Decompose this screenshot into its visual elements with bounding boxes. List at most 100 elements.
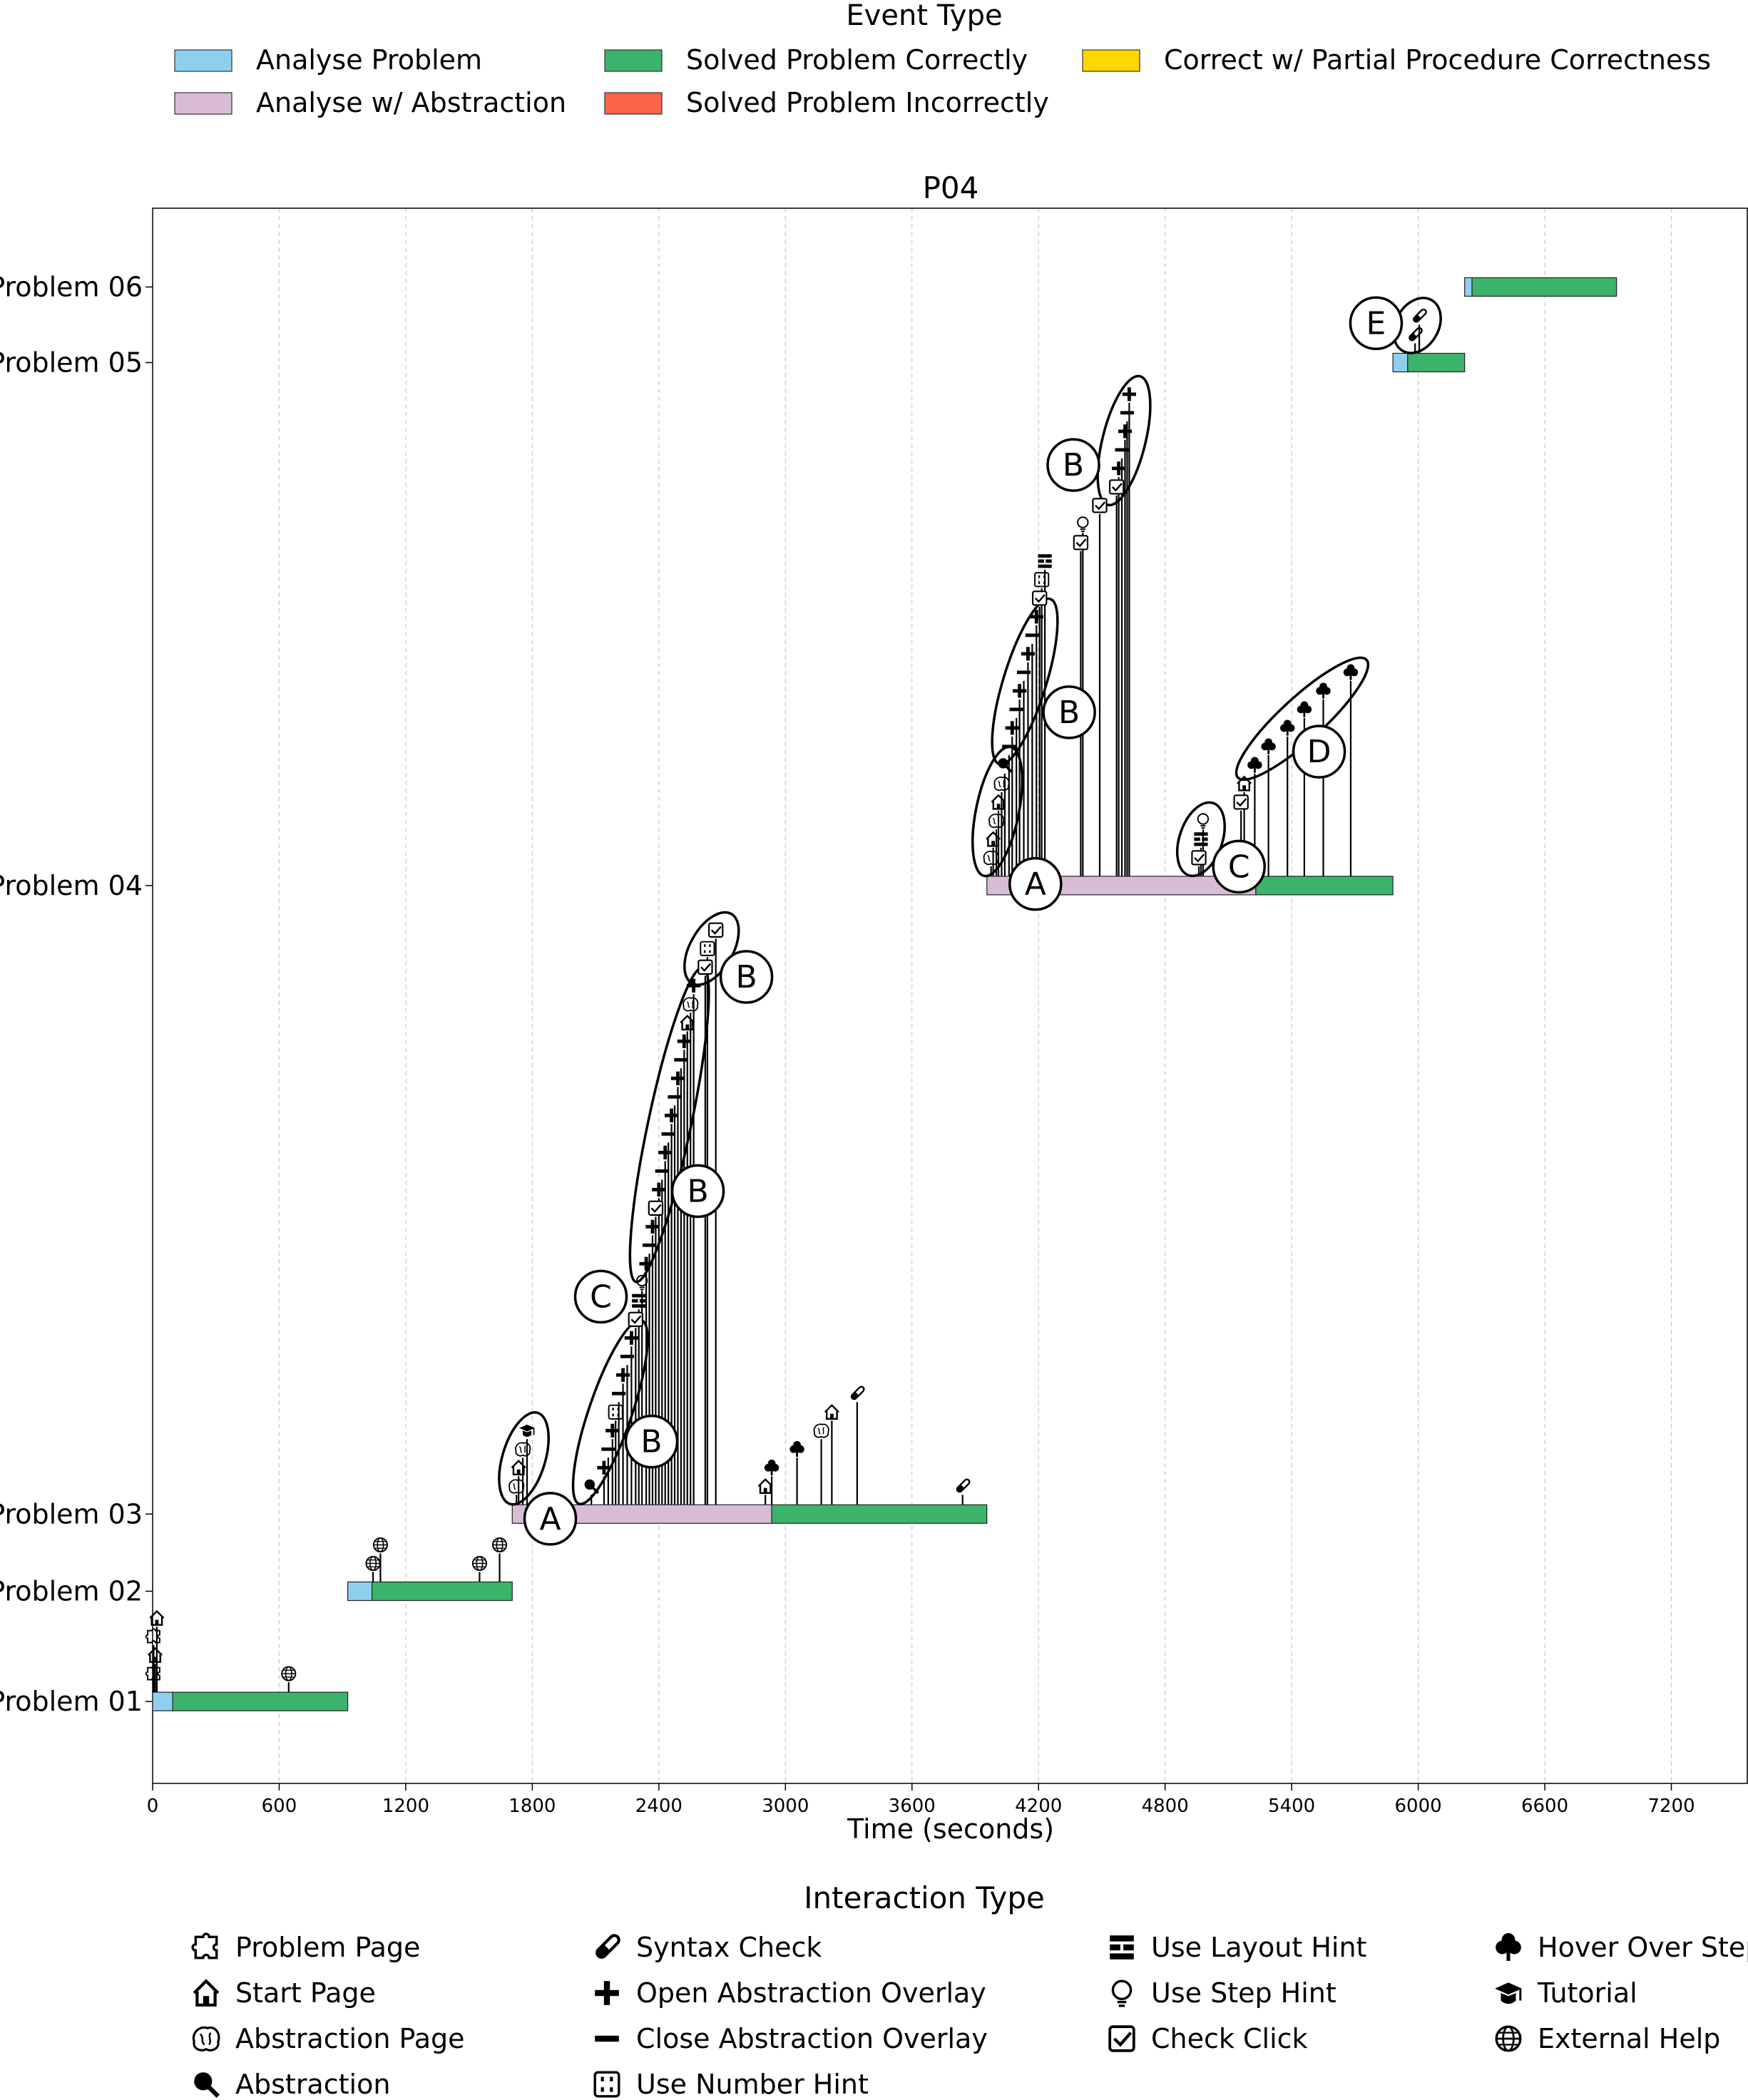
interaction-legend-item-check-click: Check Click (1110, 2023, 1308, 2054)
annotation-label: C (590, 1279, 612, 1315)
event-swatch-analyse_abs (174, 92, 232, 115)
interaction-marker-check-click (697, 959, 713, 975)
interaction-marker-step-hint (1197, 813, 1210, 829)
interaction-marker-syntax-check (1407, 326, 1424, 343)
annotation-b: B (1046, 438, 1100, 492)
bar-problem-06-solved_correct (1471, 277, 1617, 297)
event-swatch-solved_incorrect (604, 92, 663, 115)
chart-title: P04 (923, 170, 979, 205)
annotation-label: B (687, 1173, 708, 1209)
event-legend-item-solved_correct: Solved Problem Correctly (604, 44, 1028, 76)
annotation-circle (719, 950, 774, 1004)
interaction-legend-item-syntax-check: Syntax Check (596, 1932, 822, 1963)
event-legend-item-analyse_abs: Analyse w/ Abstraction (174, 87, 566, 118)
house-icon (194, 1981, 218, 2005)
interaction-marker-abstraction-page (508, 1479, 525, 1494)
interaction-marker-close-overlay (612, 1391, 626, 1395)
x-tick-label: 4200 (1015, 1796, 1062, 1817)
interaction-legend-item-number-hint: Use Number Hint (593, 2069, 869, 2100)
puzzle-icon (191, 1932, 218, 1960)
x-tick-label: 6600 (1521, 1796, 1568, 1817)
interaction-marker-start-page (757, 1478, 774, 1495)
interaction-legend-title: Interaction Type (804, 1880, 1045, 1915)
interaction-marker-open-overlay (1122, 387, 1137, 401)
event-swatch-analyse (174, 49, 232, 72)
interaction-cluster-ellipse (498, 1411, 550, 1506)
annotation-circle (523, 1492, 578, 1546)
test-tube-icon (596, 1934, 621, 1960)
interaction-marker-hover-step (1343, 664, 1359, 680)
interaction-legend-label: Use Number Hint (636, 2069, 869, 2100)
plot-frame (152, 208, 1748, 1784)
interaction-legend-item-hover-step: Hover Over Step (1496, 1932, 1748, 1963)
annotation-label: A (1025, 866, 1046, 903)
annotation-b: B (1042, 685, 1096, 739)
bar-problem-06-analyse (1464, 277, 1473, 297)
minus-icon (595, 2035, 619, 2042)
interaction-legend-item-problem-page: Problem Page (191, 1932, 420, 1963)
interaction-marker-layout-hint (1194, 832, 1208, 846)
interaction-marker-open-overlay (645, 1219, 660, 1234)
interaction-marker-close-overlay (1016, 670, 1031, 675)
interaction-marker-hover-step (1247, 757, 1262, 773)
interaction-marker-hover-step (1316, 682, 1331, 699)
interaction-marker-hover-step (1261, 738, 1276, 754)
interaction-legend-label: Close Abstraction Overlay (636, 2023, 988, 2054)
annotation-circle (624, 1414, 679, 1469)
x-tick-label: 5400 (1268, 1796, 1315, 1817)
interaction-marker-syntax-check (1411, 307, 1428, 324)
annotation-label: B (1063, 447, 1084, 483)
x-axis-label: Time (seconds) (847, 1813, 1054, 1845)
event-legend-label: Correct w/ Partial Procedure Correctness (1164, 44, 1711, 76)
annotation-circle (1008, 856, 1063, 911)
interaction-marker-hover-step (1297, 701, 1312, 717)
interaction-legend-label: Hover Over Step (1538, 1932, 1748, 1963)
interaction-marker-syntax-check (955, 1477, 971, 1494)
interaction-legend-label: Open Abstraction Overlay (636, 1977, 986, 2009)
bar-problem-01-solved_correct (172, 1691, 349, 1711)
interaction-legend-label: Problem Page (235, 1932, 420, 1963)
globe-icon (1495, 2025, 1522, 2052)
interaction-marker-start-page (824, 1404, 840, 1420)
interaction-marker-check-click (628, 1311, 644, 1328)
interaction-legend-label: Abstraction Page (235, 2023, 464, 2054)
interaction-marker-check-click (1031, 590, 1048, 606)
x-tick-label: 2400 (635, 1796, 683, 1817)
interaction-marker-hover-step (1280, 719, 1295, 736)
interaction-marker-check-click (1108, 479, 1125, 495)
interaction-legend-item-open-overlay: Open Abstraction Overlay (595, 1977, 986, 2009)
interaction-legend-item-tutorial: Tutorial (1493, 1977, 1637, 2009)
interaction-marker-external-help (372, 1537, 388, 1553)
x-tick-label: 1800 (508, 1796, 556, 1817)
interaction-marker-open-overlay (652, 1182, 666, 1197)
annotation-e: E (1349, 296, 1404, 351)
tree-icon (1496, 1933, 1521, 1961)
event-legend-label: Analyse Problem (256, 44, 482, 76)
interaction-marker-close-overlay (1115, 448, 1129, 452)
number-grid-icon (593, 2071, 620, 2098)
event-swatch-partial (1082, 49, 1140, 72)
interaction-marker-open-overlay (664, 1108, 679, 1122)
interaction-marker-check-click (1073, 535, 1089, 550)
interaction-legend-item-abstraction: Abstraction (194, 2069, 390, 2100)
interaction-type-legend: Interaction Type Problem Page Start Page A… (191, 1880, 1748, 2100)
annotation-a: A (1008, 856, 1063, 911)
annotation-b: B (719, 950, 774, 1004)
interaction-marker-close-overlay (642, 1243, 657, 1247)
interaction-marker-start-page (149, 1610, 165, 1626)
interaction-marker-start-page (147, 1647, 163, 1663)
x-tick-label: 0 (147, 1796, 159, 1817)
interaction-marker-check-click (707, 922, 724, 938)
x-tick-label: 7200 (1647, 1796, 1695, 1817)
interaction-marker-number-hint (1034, 572, 1050, 588)
event-swatch-solved_correct (604, 49, 663, 72)
interaction-legend-label: Use Layout Hint (1151, 1932, 1366, 1963)
layout-icon (1110, 1935, 1134, 1960)
annotation-label: C (1228, 849, 1250, 885)
interaction-marker-close-overlay (1002, 744, 1016, 749)
interaction-marker-check-click (1233, 794, 1249, 810)
interaction-legend-label: External Help (1538, 2023, 1720, 2054)
interaction-marker-step-hint (1077, 516, 1089, 533)
y-tick-label-problem-02: Problem 02 (0, 1576, 143, 1607)
